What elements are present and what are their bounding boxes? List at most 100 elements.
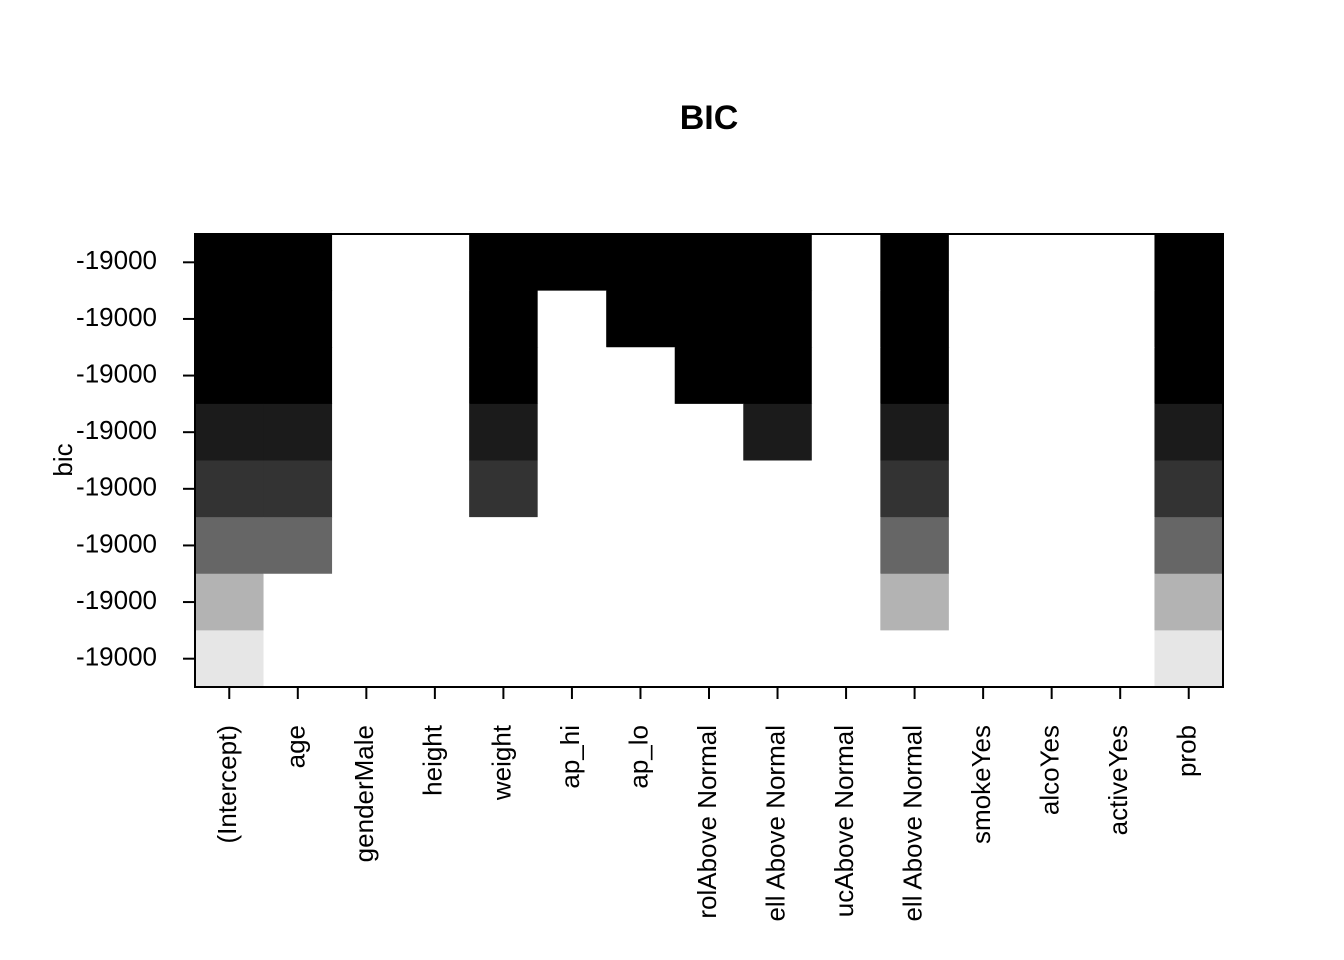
cell <box>400 403 470 461</box>
cell <box>1154 573 1224 631</box>
x-tick-label: (Intercept) <box>212 725 242 844</box>
cell <box>400 460 470 518</box>
cell <box>606 290 676 348</box>
y-axis-label: bic <box>48 443 78 476</box>
cell <box>195 573 265 631</box>
cell <box>674 630 744 688</box>
cell <box>606 403 676 461</box>
cell <box>195 630 265 688</box>
cell <box>1017 347 1087 405</box>
cell <box>1085 573 1155 631</box>
cell <box>880 347 950 405</box>
y-tick-label: -19000 <box>76 642 157 672</box>
cell <box>1017 403 1087 461</box>
cell <box>674 517 744 575</box>
x-tick-label: rolAbove Normal <box>692 725 722 919</box>
y-tick-label: -19000 <box>76 302 157 332</box>
cell <box>469 403 539 461</box>
cell <box>880 573 950 631</box>
cell <box>469 630 539 688</box>
x-tick-label: genderMale <box>349 725 379 862</box>
cell <box>195 460 265 518</box>
cell <box>674 460 744 518</box>
cell <box>1154 517 1224 575</box>
cell <box>195 517 265 575</box>
cell <box>263 573 333 631</box>
cell <box>811 573 881 631</box>
cell <box>880 630 950 688</box>
cell <box>537 290 607 348</box>
cell <box>469 573 539 631</box>
cell <box>400 517 470 575</box>
cell <box>537 630 607 688</box>
cell <box>948 290 1018 348</box>
cell <box>1154 290 1224 348</box>
y-tick-label: -19000 <box>76 415 157 445</box>
cell <box>606 234 676 292</box>
x-tick-label: prob <box>1172 725 1202 777</box>
cell <box>948 234 1018 292</box>
cell <box>743 517 813 575</box>
cell <box>811 290 881 348</box>
cell <box>674 290 744 348</box>
cell <box>743 630 813 688</box>
cell <box>1154 234 1224 292</box>
cell <box>332 234 402 292</box>
cell <box>674 403 744 461</box>
cell <box>195 403 265 461</box>
cell <box>1085 234 1155 292</box>
cell <box>1017 630 1087 688</box>
x-tick-label: ucAbove Normal <box>829 725 859 917</box>
cell <box>332 290 402 348</box>
cell <box>811 234 881 292</box>
x-tick-label: activeYes <box>1103 725 1133 835</box>
cell <box>948 460 1018 518</box>
cell <box>811 403 881 461</box>
cell <box>1017 573 1087 631</box>
cell <box>743 290 813 348</box>
cell <box>400 234 470 292</box>
y-tick-label: -19000 <box>76 245 157 275</box>
cell <box>674 573 744 631</box>
x-tick-label: alcoYes <box>1035 725 1065 815</box>
cell <box>606 630 676 688</box>
cell <box>263 347 333 405</box>
cell <box>606 347 676 405</box>
cell <box>948 517 1018 575</box>
cell <box>537 234 607 292</box>
cell <box>263 234 333 292</box>
cell <box>743 573 813 631</box>
cell <box>332 403 402 461</box>
y-tick-label: -19000 <box>76 358 157 388</box>
y-tick-label: -19000 <box>76 472 157 502</box>
cell <box>469 347 539 405</box>
cell <box>811 630 881 688</box>
cell <box>1085 403 1155 461</box>
cell <box>195 290 265 348</box>
cell <box>880 460 950 518</box>
cell <box>811 517 881 575</box>
x-tick-label: ell Above Normal <box>897 725 927 922</box>
cell <box>1085 630 1155 688</box>
cell <box>606 517 676 575</box>
cell <box>743 234 813 292</box>
cell <box>1154 630 1224 688</box>
cell <box>400 290 470 348</box>
cell <box>606 460 676 518</box>
cell <box>606 573 676 631</box>
cell <box>332 517 402 575</box>
cell <box>469 460 539 518</box>
cell <box>880 403 950 461</box>
cell <box>1017 460 1087 518</box>
chart-title: BIC <box>680 99 739 137</box>
cell <box>1085 290 1155 348</box>
cell <box>332 630 402 688</box>
cell <box>1085 347 1155 405</box>
x-tick-label: height <box>418 724 448 796</box>
cell <box>743 403 813 461</box>
y-tick-label: -19000 <box>76 528 157 558</box>
cell <box>263 517 333 575</box>
cell <box>1154 347 1224 405</box>
cell <box>263 630 333 688</box>
